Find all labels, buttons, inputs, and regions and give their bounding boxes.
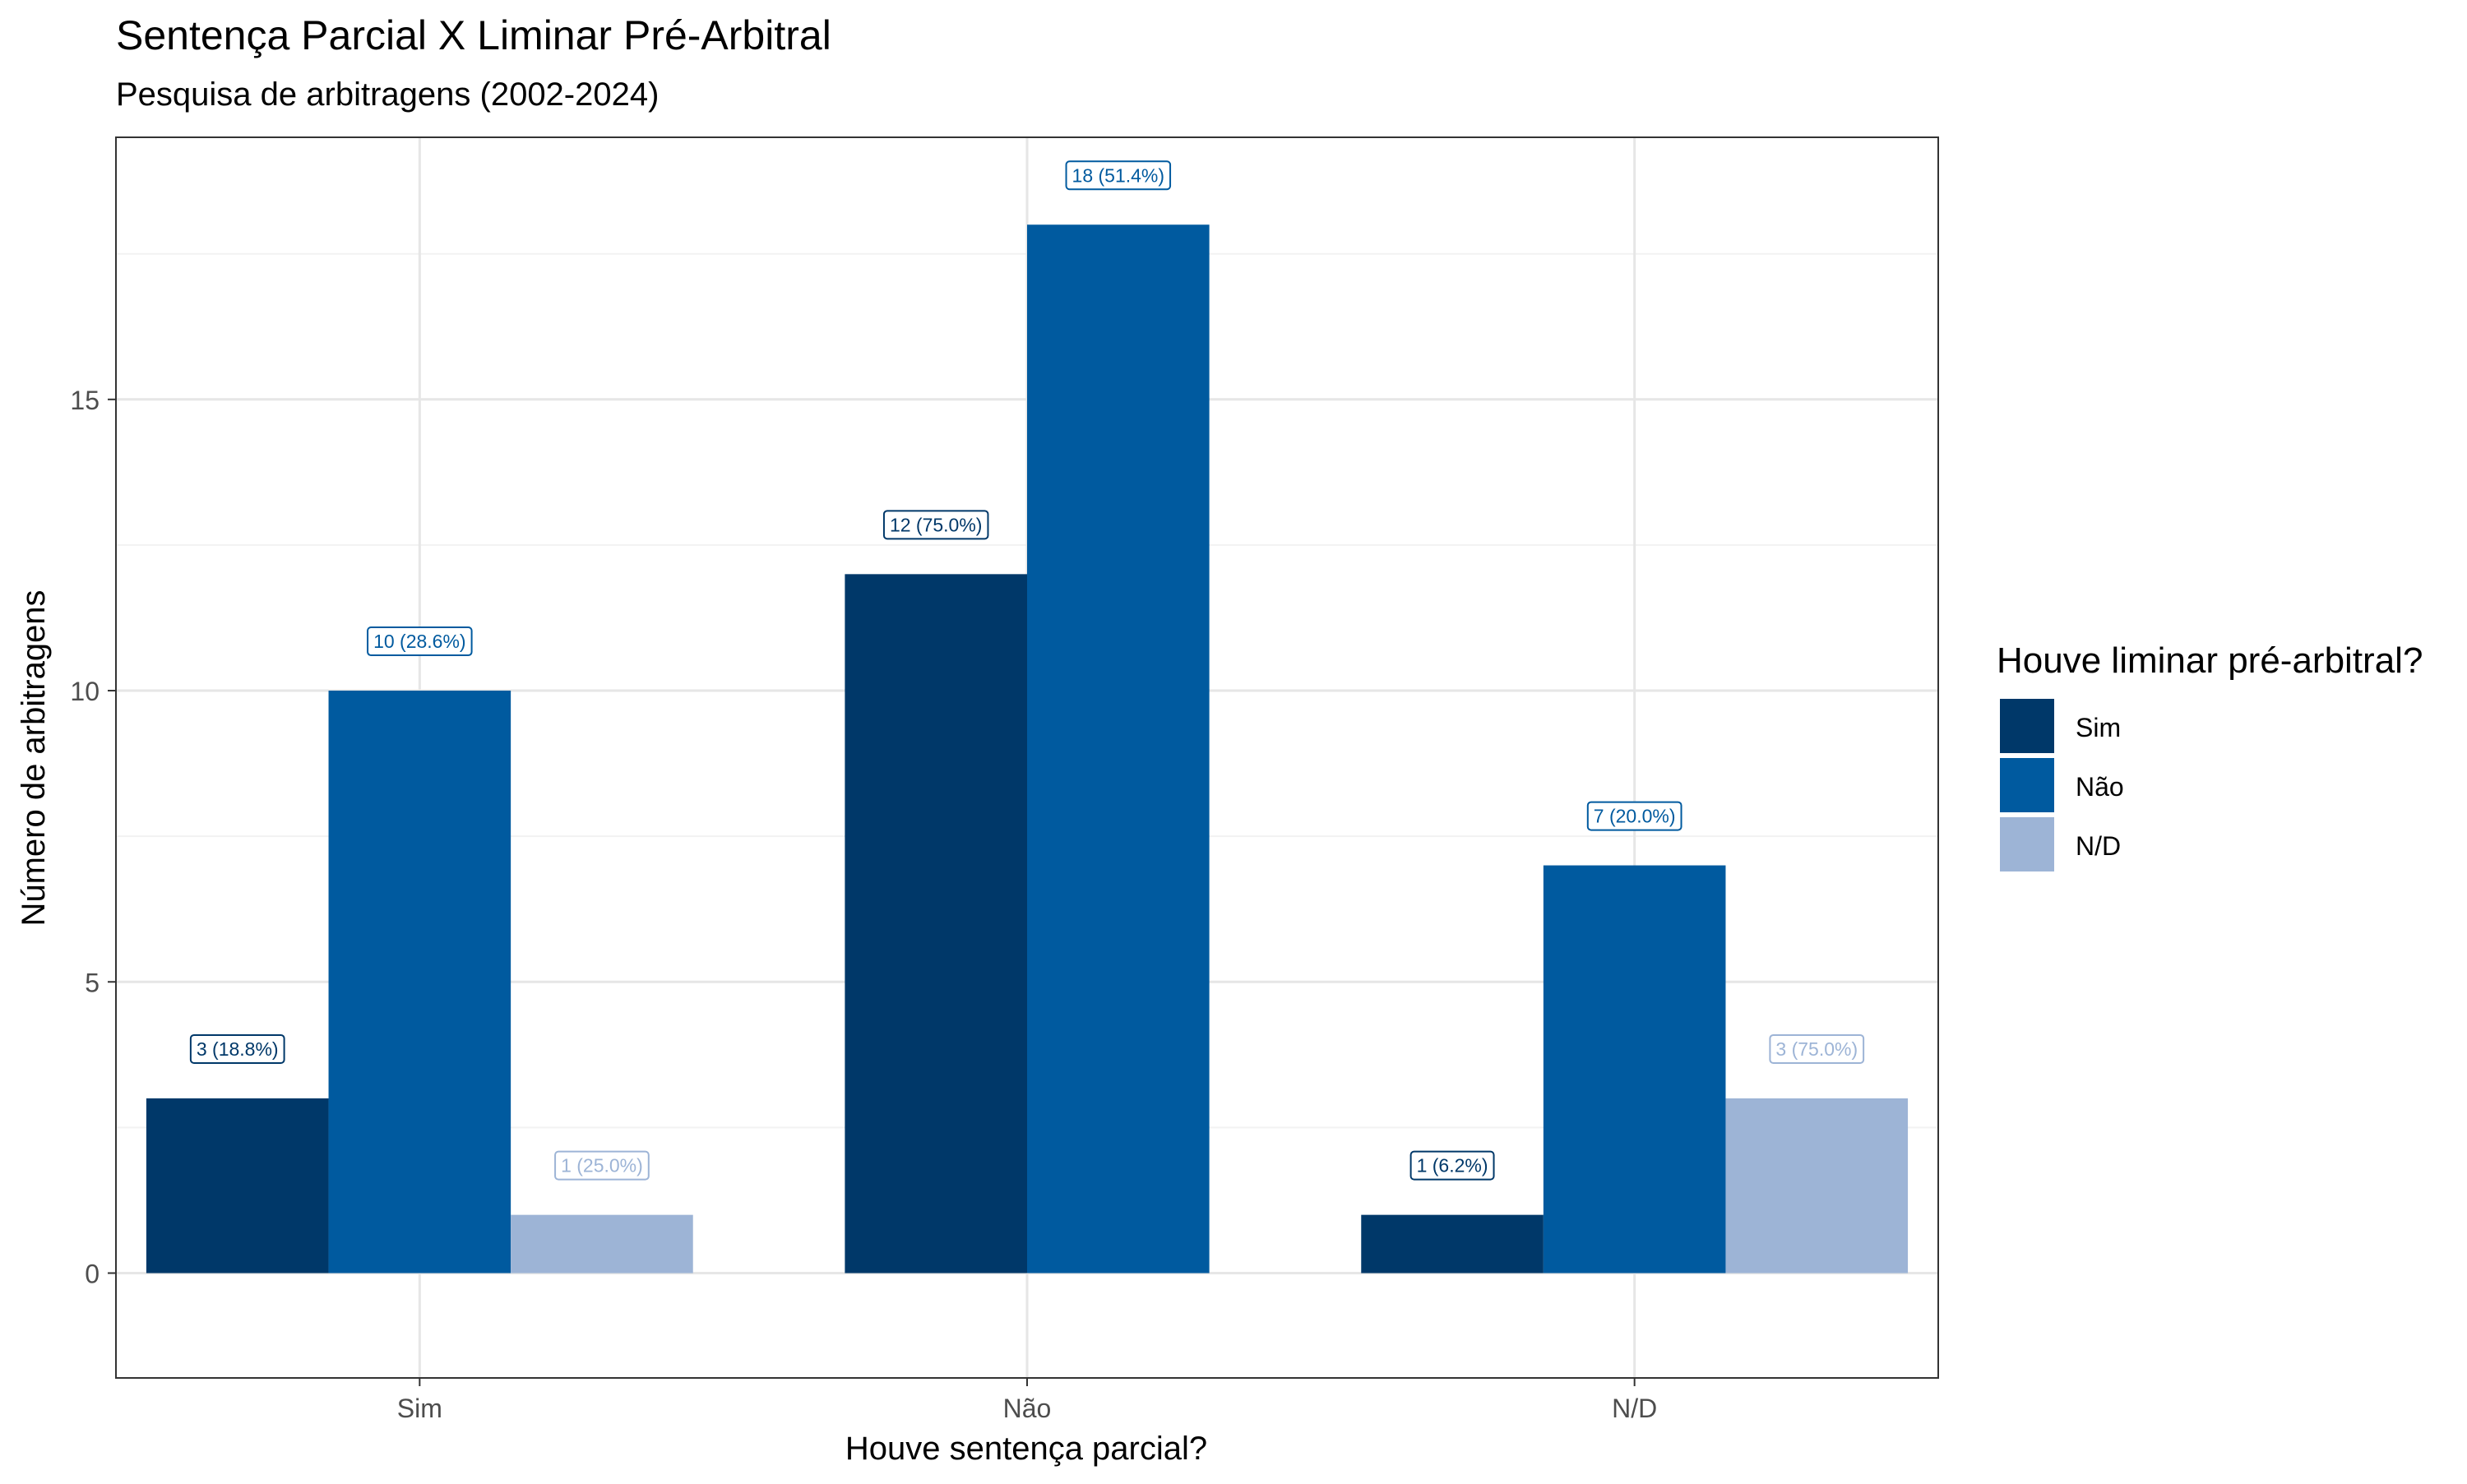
legend-key: [2000, 699, 2054, 753]
data-label-text: 12 (75.0%): [890, 514, 983, 535]
legend-item: Não: [2000, 758, 2124, 812]
data-label-text: 1 (6.2%): [1417, 1155, 1488, 1177]
axis-layer: 0 5 10 15 Sim Não N/D: [70, 386, 1657, 1423]
bar: [845, 574, 1027, 1274]
y-axis-title: Número de arbitragens: [16, 589, 52, 926]
bar: [1027, 224, 1210, 1274]
data-label-box: [1409, 1150, 1495, 1181]
legend-label: Não: [2076, 772, 2124, 802]
bar: [146, 1098, 329, 1274]
data-label-text: 18 (51.4%): [1072, 164, 1165, 186]
legend-key: [2000, 758, 2054, 812]
data-label-text: 1 (25.0%): [561, 1155, 643, 1177]
data-label: 12 (75.0%): [882, 510, 989, 540]
data-label: 18 (51.4%): [1065, 160, 1172, 191]
data-label-text: 7 (20.0%): [1594, 806, 1676, 827]
bar: [1543, 865, 1726, 1274]
data-label-box: [1586, 801, 1682, 831]
legend-items: Sim Não N/D: [2000, 699, 2124, 871]
chart-title: Sentença Parcial X Liminar Pré-Arbitral: [116, 12, 831, 58]
data-label-box: [1769, 1033, 1865, 1064]
legend: Houve liminar pré-arbitral? Sim Não N/D: [1997, 640, 2423, 871]
legend-label: N/D: [2076, 831, 2121, 861]
bar: [1725, 1098, 1909, 1274]
data-label-box: [1065, 160, 1172, 191]
y-tick-label: 5: [85, 968, 100, 997]
bars-layer: [146, 224, 1909, 1274]
data-label-box: [367, 626, 473, 657]
legend-item: Sim: [2000, 699, 2121, 753]
bar: [328, 691, 511, 1274]
data-label-box: [882, 510, 989, 540]
legend-label: Sim: [2076, 713, 2121, 742]
bar: [511, 1214, 693, 1274]
legend-title: Houve liminar pré-arbitral?: [1997, 640, 2423, 681]
data-label: 3 (75.0%): [1769, 1033, 1865, 1064]
y-tick-label: 10: [70, 677, 100, 706]
chart-subtitle: Pesquisa de arbitragens (2002-2024): [116, 76, 659, 113]
x-tick-label: N/D: [1612, 1394, 1657, 1423]
labels-layer: 3 (18.8%) 10 (28.6%) 1 (25.0%) 12 (75.0%) 18…: [189, 160, 1865, 1181]
data-label: 1 (6.2%): [1409, 1150, 1495, 1181]
data-label: 7 (20.0%): [1586, 801, 1682, 831]
x-tick-label: Sim: [397, 1394, 442, 1423]
x-tick-label: Não: [1003, 1394, 1052, 1423]
data-label: 10 (28.6%): [367, 626, 473, 657]
data-label-text: 10 (28.6%): [373, 631, 466, 652]
bar: [1361, 1214, 1544, 1274]
data-label: 1 (25.0%): [554, 1150, 650, 1181]
y-tick-label: 15: [70, 386, 100, 415]
legend-key: [2000, 817, 2054, 871]
x-axis-title: Houve sentença parcial?: [845, 1431, 1207, 1467]
data-label-text: 3 (75.0%): [1775, 1038, 1858, 1060]
data-label-text: 3 (18.8%): [197, 1038, 279, 1060]
y-tick-label: 0: [85, 1259, 100, 1288]
legend-item: N/D: [2000, 817, 2121, 871]
data-label: 3 (18.8%): [189, 1033, 285, 1064]
data-label-box: [554, 1150, 650, 1181]
data-label-box: [189, 1033, 285, 1064]
